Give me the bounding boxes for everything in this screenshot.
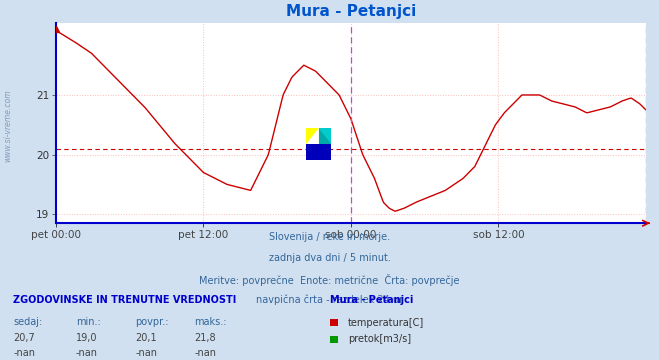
Text: povpr.:: povpr.: xyxy=(135,317,169,327)
Polygon shape xyxy=(319,128,331,144)
Text: 20,7: 20,7 xyxy=(13,333,35,343)
Text: Meritve: povprečne  Enote: metrične  Črta: povprečje: Meritve: povprečne Enote: metrične Črta:… xyxy=(199,274,460,286)
Text: ZGODOVINSKE IN TRENUTNE VREDNOSTI: ZGODOVINSKE IN TRENUTNE VREDNOSTI xyxy=(13,295,237,305)
Text: temperatura[C]: temperatura[C] xyxy=(348,318,424,328)
Polygon shape xyxy=(306,128,319,144)
Text: Slovenija / reke in morje.: Slovenija / reke in morje. xyxy=(269,232,390,242)
Text: 21,8: 21,8 xyxy=(194,333,216,343)
Text: Mura - Petanjci: Mura - Petanjci xyxy=(330,295,413,305)
Text: maks.:: maks.: xyxy=(194,317,227,327)
Text: -nan: -nan xyxy=(135,348,157,359)
Text: -nan: -nan xyxy=(13,348,35,359)
Title: Mura - Petanjci: Mura - Petanjci xyxy=(286,4,416,19)
Text: -nan: -nan xyxy=(194,348,216,359)
Text: zadnja dva dni / 5 minut.: zadnja dva dni / 5 minut. xyxy=(269,253,390,263)
Text: www.si-vreme.com: www.si-vreme.com xyxy=(3,90,13,162)
Text: 19,0: 19,0 xyxy=(76,333,98,343)
Text: 20,1: 20,1 xyxy=(135,333,157,343)
Polygon shape xyxy=(319,128,331,144)
Text: sedaj:: sedaj: xyxy=(13,317,42,327)
Polygon shape xyxy=(306,144,331,160)
Text: min.:: min.: xyxy=(76,317,101,327)
Text: -nan: -nan xyxy=(76,348,98,359)
Text: navpična črta - razdelek 24 ur: navpična črta - razdelek 24 ur xyxy=(256,295,403,305)
Text: pretok[m3/s]: pretok[m3/s] xyxy=(348,334,411,345)
